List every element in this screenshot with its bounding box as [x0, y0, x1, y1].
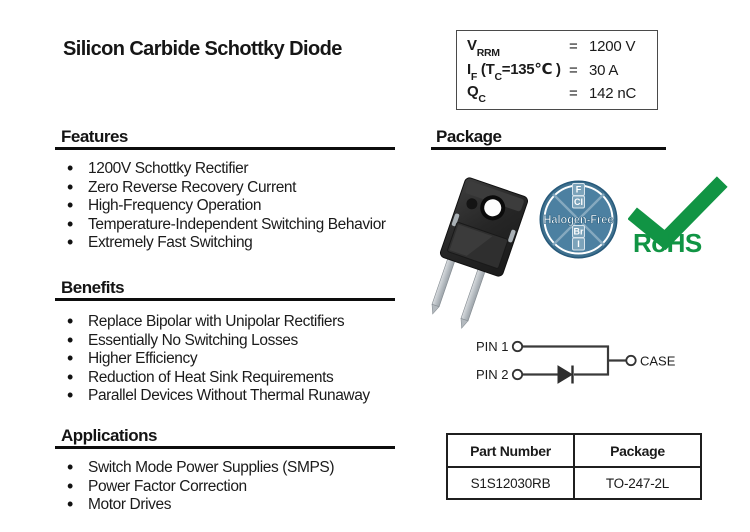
- rohs-label: RoHS: [633, 228, 702, 258]
- list-item: High-Frequency Operation: [55, 197, 405, 216]
- list-item: Power Factor Correction: [55, 478, 405, 497]
- package-header: Package: [573, 433, 702, 468]
- features-list: 1200V Schottky Rectifier Zero Reverse Re…: [55, 160, 405, 253]
- pin2-label: PIN 2: [476, 367, 509, 382]
- case-terminal: [625, 354, 637, 367]
- rohs-checkmark-icon: [628, 176, 728, 251]
- benefits-heading: Benefits: [55, 278, 395, 301]
- pin1-label: PIN 1: [476, 339, 509, 354]
- list-item: Extremely Fast Switching: [55, 234, 405, 253]
- list-item: Higher Efficiency: [55, 350, 405, 369]
- halogen-free-badge-icon: F Cl Br I Halogen-Free: [539, 180, 618, 259]
- features-heading: Features: [55, 127, 395, 150]
- list-item: Motor Drives: [55, 496, 405, 515]
- element-br-label: Br: [573, 227, 583, 237]
- element-f-label: F: [576, 185, 582, 195]
- applications-heading: Applications: [55, 426, 395, 449]
- spec-value: 1200 V: [589, 38, 636, 56]
- list-item: Zero Reverse Recovery Current: [55, 179, 405, 198]
- diode-symbol: [557, 365, 574, 384]
- equals-sign: =: [569, 61, 578, 79]
- part-number-header: Part Number: [446, 433, 575, 468]
- pin2-terminal: [511, 368, 524, 381]
- list-item: Switch Mode Power Supplies (SMPS): [55, 459, 405, 478]
- equals-sign: =: [569, 84, 578, 102]
- case-label: CASE: [640, 354, 676, 369]
- benefits-list: Replace Bipolar with Unipolar Rectifiers…: [55, 313, 405, 406]
- pin1-terminal: [511, 340, 524, 353]
- applications-list: Switch Mode Power Supplies (SMPS) Power …: [55, 459, 405, 515]
- rohs-mark: RoHS: [628, 176, 728, 258]
- equals-sign: =: [569, 38, 578, 56]
- halogen-element-tiles: F Cl Br I: [572, 183, 585, 251]
- spec-value: 30 A: [589, 61, 619, 79]
- table-header-row: Part Number Package: [446, 433, 702, 468]
- list-item: 1200V Schottky Rectifier: [55, 160, 405, 179]
- spec-row-vrrm: VRRM = 1200 V: [467, 35, 657, 59]
- list-item: Reduction of Heat Sink Requirements: [55, 369, 405, 388]
- table-row: S1S12030RB TO-247-2L: [446, 466, 702, 500]
- spec-row-if: IF (TC=135℃ ) = 30 A: [467, 58, 657, 83]
- package-cell: TO-247-2L: [573, 466, 702, 500]
- element-cl-label: Cl: [574, 197, 583, 207]
- part-number-table: Part Number Package S1S12030RB TO-247-2L: [446, 433, 702, 500]
- halogen-free-label: Halogen-Free: [544, 215, 614, 227]
- spec-symbol: VRRM: [467, 36, 500, 59]
- list-item: Essentially No Switching Losses: [55, 332, 405, 351]
- list-item: Parallel Devices Without Thermal Runaway: [55, 387, 405, 406]
- to-247-package-image: [431, 177, 529, 329]
- spec-symbol: IF (TC=135℃ ): [467, 60, 561, 83]
- package-heading: Package: [431, 127, 666, 150]
- spec-symbol: QC: [467, 83, 486, 106]
- spec-row-qc: QC = 142 nC: [467, 82, 657, 105]
- spec-value: 142 nC: [589, 84, 637, 102]
- page-title: Silicon Carbide Schottky Diode: [63, 38, 342, 60]
- part-number-cell: S1S12030RB: [446, 466, 575, 500]
- pin-connection-diagram: PIN 1 PIN 2 CASE: [476, 339, 676, 384]
- list-item: Temperature-Independent Switching Behavi…: [55, 216, 405, 235]
- list-item: Replace Bipolar with Unipolar Rectifiers: [55, 313, 405, 332]
- element-i-label: I: [577, 239, 580, 249]
- key-spec-box: VRRM = 1200 V IF (TC=135℃ ) = 30 A QC = …: [456, 30, 658, 110]
